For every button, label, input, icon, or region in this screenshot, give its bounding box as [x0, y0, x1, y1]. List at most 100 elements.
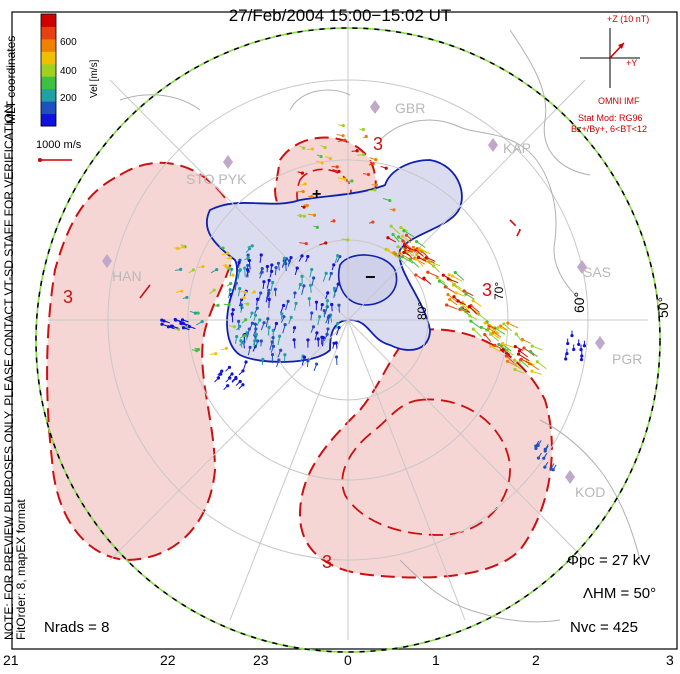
velocity-vector-origin [579, 348, 583, 352]
velocity-vector-origin [212, 288, 216, 292]
velocity-vector-origin [320, 335, 324, 339]
velocity-vector [472, 328, 483, 338]
velocity-vector-origin [238, 286, 242, 291]
velocity-vector [518, 353, 530, 362]
velocity-vector-origin [386, 236, 390, 240]
velocity-vector-origin [310, 267, 314, 272]
velocity-vector-origin [274, 266, 278, 270]
imf-model: Stat Mod: RG96 [578, 113, 643, 123]
velocity-vector [402, 235, 412, 244]
velocity-vector [439, 280, 449, 288]
velocity-vector-origin [232, 325, 237, 329]
lat-label-50: 50° [655, 296, 671, 318]
velocity-vector-origin [327, 314, 331, 318]
velocity-vector-origin [195, 349, 199, 353]
velocity-vector [416, 258, 424, 267]
velocity-vector-origin [388, 198, 392, 203]
vector-count: Nvc = 425 [570, 619, 638, 636]
velocity-vector-origin [243, 266, 247, 270]
velocity-vector-origin [398, 251, 402, 255]
velocity-vector-origin [246, 268, 250, 272]
velocity-vector-origin [471, 327, 475, 331]
velocity-vector-origin [259, 253, 263, 257]
velocity-vector-origin [468, 314, 472, 318]
velocity-vector-origin [400, 234, 405, 238]
velocity-vector-origin [267, 278, 271, 282]
velocity-vector [507, 322, 519, 329]
meridian [347, 319, 466, 621]
velocity-vector [454, 272, 465, 281]
velocity-vector [502, 343, 514, 348]
velocity-vector-origin [437, 279, 442, 283]
velocity-vector-origin [306, 254, 310, 259]
velocity-vector-origin [364, 134, 368, 139]
velocity-vector-origin [227, 303, 231, 307]
velocity-vector [455, 292, 466, 297]
velocity-vector [494, 327, 506, 335]
velocity-vector [463, 290, 474, 297]
velocity-vector-origin [227, 365, 232, 369]
velocity-vector-origin [231, 308, 235, 312]
reference-vector-origin [38, 158, 42, 162]
colorbar-segment [41, 38, 56, 52]
velocity-vector-origin [244, 318, 248, 322]
velocity-vector-origin [534, 446, 538, 450]
velocity-vector-origin [253, 313, 258, 317]
velocity-vector-origin [280, 312, 284, 316]
velocity-vector [465, 293, 475, 300]
velocity-vector-origin [262, 280, 266, 284]
velocity-vector-origin [234, 281, 238, 285]
coastlines [119, 29, 641, 623]
velocity-vector [445, 286, 456, 294]
velocity-vector-origin [401, 239, 405, 243]
velocity-vector-origin [320, 161, 324, 165]
velocity-vector-origin [180, 289, 184, 293]
velocity-vector-origin [312, 276, 316, 280]
velocity-vector-origin [426, 270, 430, 274]
velocity-vector-origin [244, 360, 248, 364]
colorbar-tick-200: 200 [60, 93, 77, 104]
velocity-vector-origin [536, 456, 541, 460]
velocity-vector-origin [308, 283, 313, 287]
velocity-vector-origin [513, 362, 517, 366]
positive-potential-cells [46, 136, 553, 579]
coast-n [289, 89, 351, 111]
velocity-vector-origin [179, 321, 183, 326]
velocity-vector-origin [241, 369, 245, 373]
colorbar-segment [41, 76, 56, 90]
velocity-vector-origin [215, 267, 219, 272]
velocity-vector-origin [229, 281, 233, 286]
velocity-vector-origin [322, 308, 326, 313]
velocity-vector-origin [301, 189, 305, 194]
velocity-vector-origin [226, 384, 230, 388]
velocity-vector [519, 350, 529, 358]
velocity-vector [536, 361, 547, 370]
velocity-vector-origin [302, 214, 307, 218]
velocity-vector-origin [318, 315, 322, 319]
lat-label-70: 70° [492, 281, 506, 300]
velocity-vector-origin [180, 318, 185, 322]
velocity-vector [416, 241, 426, 249]
potential-max-marker: + [312, 186, 322, 203]
velocity-vector [515, 333, 523, 343]
velocity-vector [446, 304, 458, 310]
velocity-vector-origin [302, 284, 306, 288]
velocity-vector-origin [489, 344, 493, 348]
velocity-vector-origin [278, 334, 282, 338]
velocity-vector-origin [542, 456, 546, 460]
velocity-vector-origin [250, 244, 254, 248]
velocity-vector-origin [336, 253, 340, 258]
imf-y-label: +Y [626, 58, 638, 68]
velocity-vector-origin [535, 360, 539, 364]
velocity-vector-origin [464, 292, 468, 296]
velocity-vector-origin [346, 238, 350, 242]
velocity-vector [399, 252, 410, 260]
velocity-vector-origin [411, 245, 415, 249]
velocity-vector-origin [260, 270, 264, 274]
velocity-vector-origin [238, 268, 242, 272]
velocity-vector-origin [316, 337, 320, 341]
velocity-vector [506, 355, 515, 364]
velocity-vector-origin [286, 299, 290, 303]
velocity-vector [390, 225, 401, 235]
velocity-vector-origin [300, 254, 304, 258]
